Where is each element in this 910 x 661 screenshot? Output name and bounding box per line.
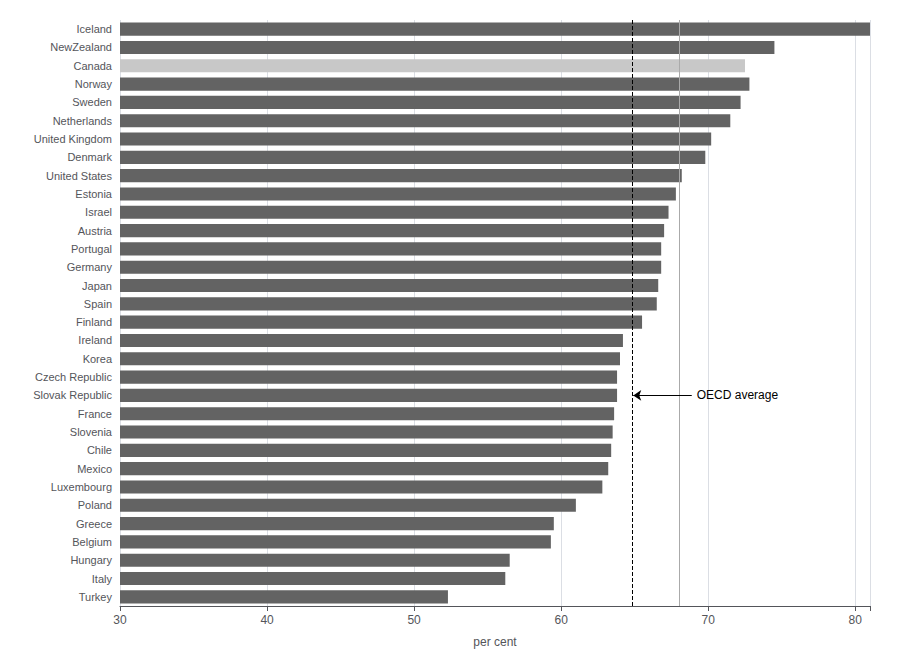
svg-text:Poland: Poland [78, 499, 112, 511]
svg-text:Germany: Germany [67, 261, 113, 273]
svg-text:Finland: Finland [76, 316, 112, 328]
svg-text:30: 30 [113, 613, 127, 627]
svg-text:Israel: Israel [85, 206, 112, 218]
svg-text:Belgium: Belgium [72, 536, 112, 548]
svg-text:Sweden: Sweden [72, 96, 112, 108]
svg-text:80: 80 [849, 613, 863, 627]
svg-text:Ireland: Ireland [78, 334, 112, 346]
svg-text:Netherlands: Netherlands [53, 115, 113, 127]
svg-text:per cent: per cent [473, 635, 517, 649]
svg-text:Iceland: Iceland [77, 23, 112, 35]
svg-text:Chile: Chile [87, 444, 112, 456]
svg-text:Portugal: Portugal [71, 243, 112, 255]
svg-text:Italy: Italy [92, 573, 113, 585]
svg-text:Turkey: Turkey [79, 591, 113, 603]
svg-text:Spain: Spain [84, 298, 112, 310]
svg-text:Norway: Norway [75, 78, 113, 90]
svg-text:Denmark: Denmark [67, 151, 112, 163]
svg-text:Korea: Korea [83, 353, 113, 365]
svg-text:Slovak Republic: Slovak Republic [33, 389, 112, 401]
svg-text:Mexico: Mexico [77, 463, 112, 475]
svg-text:70: 70 [702, 613, 716, 627]
svg-text:Japan: Japan [82, 280, 112, 292]
svg-text:Hungary: Hungary [70, 554, 112, 566]
svg-text:60: 60 [554, 613, 568, 627]
svg-text:Luxembourg: Luxembourg [51, 481, 112, 493]
svg-text:50: 50 [407, 613, 421, 627]
svg-text:Austria: Austria [78, 225, 113, 237]
svg-text:NewZealand: NewZealand [50, 41, 112, 53]
svg-text:Czech Republic: Czech Republic [35, 371, 113, 383]
svg-text:France: France [78, 408, 112, 420]
svg-text:Canada: Canada [73, 60, 112, 72]
svg-text:OECD average: OECD average [697, 388, 779, 402]
svg-text:40: 40 [260, 613, 274, 627]
svg-text:Estonia: Estonia [75, 188, 113, 200]
svg-text:United States: United States [46, 170, 113, 182]
svg-text:Slovenia: Slovenia [70, 426, 113, 438]
svg-text:Greece: Greece [76, 518, 112, 530]
svg-text:United Kingdom: United Kingdom [34, 133, 112, 145]
